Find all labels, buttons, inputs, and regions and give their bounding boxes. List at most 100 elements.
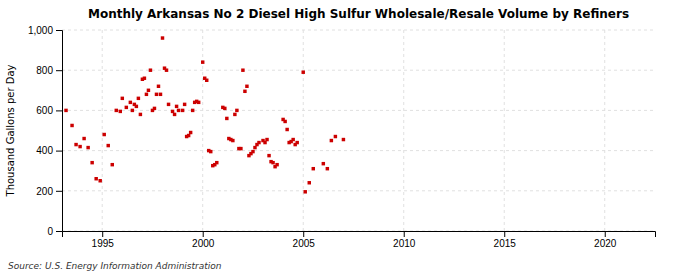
axis-line — [56, 31, 63, 232]
point — [94, 177, 97, 180]
x-axis: 199520002005201020152020 — [63, 231, 656, 249]
point — [209, 150, 212, 153]
grid-line — [62, 30, 655, 31]
point — [147, 89, 150, 92]
point — [342, 138, 345, 141]
point — [285, 128, 288, 131]
point — [121, 97, 124, 100]
y-axis-title: Thousand Gallons per Day — [5, 64, 16, 197]
tick-label: 400 — [36, 145, 53, 156]
point — [253, 146, 256, 149]
point — [135, 105, 138, 108]
point — [139, 113, 142, 116]
point — [90, 161, 93, 164]
tick-mark — [102, 231, 103, 237]
point — [197, 101, 200, 104]
point — [107, 144, 110, 147]
axis-line — [63, 232, 656, 238]
point — [187, 134, 190, 137]
point — [86, 146, 89, 149]
tick-mark — [56, 151, 62, 152]
point — [181, 109, 184, 112]
tick: 1995 — [92, 231, 115, 249]
point — [173, 113, 176, 116]
point — [111, 163, 114, 166]
point — [205, 79, 208, 82]
tick-label: 2000 — [192, 238, 215, 249]
point — [239, 147, 242, 150]
point — [225, 117, 228, 120]
point — [98, 179, 101, 182]
tick-mark — [56, 231, 62, 232]
tick: 1,000 — [28, 25, 62, 36]
point — [235, 109, 238, 112]
tick-label: 2005 — [293, 238, 316, 249]
point — [267, 154, 270, 157]
point — [295, 141, 298, 144]
point — [301, 70, 304, 73]
point — [129, 101, 132, 104]
point — [177, 109, 180, 112]
point — [231, 139, 234, 142]
point — [312, 167, 315, 170]
grid-line — [504, 30, 505, 231]
point — [263, 141, 266, 144]
point — [143, 77, 146, 80]
point — [175, 105, 178, 108]
point — [165, 68, 168, 71]
point — [153, 107, 156, 110]
tick: 2020 — [594, 231, 617, 249]
point — [245, 85, 248, 88]
grid-line — [102, 30, 103, 231]
tick-mark — [56, 70, 62, 71]
tick: 600 — [36, 105, 62, 116]
point — [191, 109, 194, 112]
tick: 200 — [36, 186, 62, 197]
point — [171, 110, 174, 113]
tick-mark — [504, 231, 505, 237]
tick: 2000 — [192, 231, 215, 249]
tick-label: 0 — [47, 226, 53, 237]
point — [201, 60, 204, 63]
grid-line — [202, 30, 203, 231]
grid-line — [62, 190, 655, 191]
point — [119, 110, 122, 113]
point — [183, 103, 186, 106]
tick-label: 2010 — [393, 238, 416, 249]
tick-mark — [605, 231, 606, 237]
point — [157, 85, 160, 88]
tick: 400 — [36, 145, 62, 156]
grid — [62, 30, 655, 231]
tick-mark — [404, 231, 405, 237]
point — [64, 109, 67, 112]
tick: 2005 — [293, 231, 316, 249]
tick-label: 200 — [36, 186, 53, 197]
point — [275, 163, 278, 166]
point — [115, 109, 118, 112]
source: Source: U.S. Energy Information Administ… — [8, 261, 222, 271]
tick-label: 800 — [36, 65, 53, 76]
point — [291, 138, 294, 141]
point — [167, 103, 170, 106]
point — [131, 109, 134, 112]
plot: 19952000200520102015202002004006008001,0… — [28, 25, 656, 249]
chart: 19952000200520102015202002004006008001,0… — [0, 0, 675, 275]
point — [189, 131, 192, 134]
tick: 2010 — [393, 231, 416, 249]
point — [322, 162, 325, 165]
point — [334, 135, 337, 138]
point — [326, 167, 329, 170]
grid-line — [403, 30, 404, 231]
grid-line — [62, 150, 655, 151]
tick-label: 1,000 — [28, 25, 53, 36]
grid-line — [604, 30, 605, 231]
tick-mark — [56, 110, 62, 111]
title: Monthly Arkansas No 2 Diesel High Sulfur… — [88, 7, 629, 21]
point — [145, 93, 148, 96]
point — [330, 139, 333, 142]
tick-label: 1995 — [92, 238, 115, 249]
point — [155, 93, 158, 96]
point — [257, 141, 260, 144]
point — [159, 93, 162, 96]
points — [64, 36, 345, 193]
